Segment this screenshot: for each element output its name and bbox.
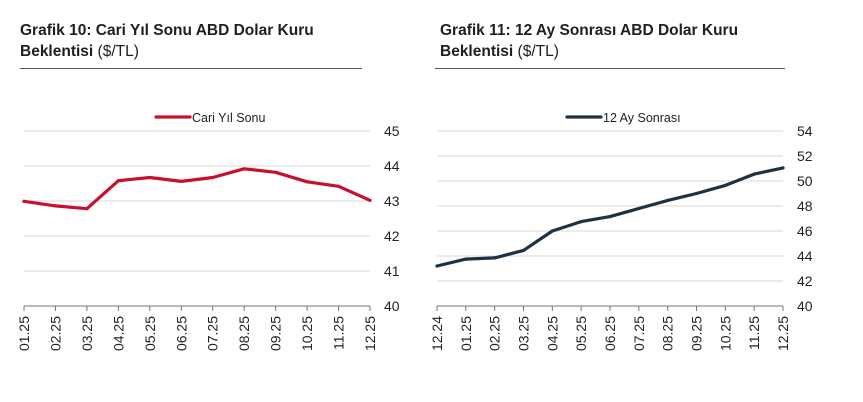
y-tick-label: 44 <box>797 248 813 264</box>
chart-title-1-unit: ($/TL) <box>93 43 139 60</box>
x-tick-label: 07.25 <box>631 316 647 351</box>
x-tick-label: 08.25 <box>660 316 676 351</box>
y-tick-label: 52 <box>797 148 813 164</box>
data-point <box>336 184 341 188</box>
x-tick-label: 05.25 <box>573 316 589 351</box>
x-tick-label: 06.25 <box>602 316 618 351</box>
x-tick-label: 02.25 <box>487 316 503 351</box>
data-point <box>368 198 372 202</box>
data-point <box>694 191 699 196</box>
x-tick-label: 12.25 <box>775 316 791 351</box>
chart-title-1: Grafik 10: Cari Yıl Sonu ABD Dolar Kuru … <box>20 20 314 62</box>
data-point <box>723 183 727 187</box>
y-tick-label: 50 <box>797 173 813 189</box>
chart-title-2-line1: Grafik 11: 12 Ay Sonrası ABD Dolar Kuru <box>440 22 739 39</box>
x-tick-label: 12.25 <box>362 316 378 351</box>
x-tick-label: 03.25 <box>516 316 532 351</box>
x-tick-label: 05.25 <box>142 316 158 351</box>
x-tick-label: 11.25 <box>746 316 762 350</box>
data-point <box>22 199 26 203</box>
y-tick-label: 46 <box>797 223 813 239</box>
x-tick-label: 03.25 <box>79 316 95 351</box>
x-tick-label: 01.25 <box>16 316 32 351</box>
y-tick-label: 42 <box>384 228 400 244</box>
chart-title-2-unit: ($/TL) <box>513 43 559 60</box>
legend-label: Cari Yıl Sonu <box>192 111 265 125</box>
chart-title-1-beklentisi: Beklentisi <box>20 43 94 60</box>
x-tick-label: 10.25 <box>717 316 733 351</box>
y-tick-label: 54 <box>797 123 813 139</box>
chart-title-2: Grafik 11: 12 Ay Sonrası ABD Dolar Kuru … <box>440 20 738 62</box>
y-tick-label: 40 <box>797 298 813 314</box>
series-line-1 <box>22 167 372 211</box>
data-point <box>550 229 554 233</box>
data-point <box>608 215 612 219</box>
x-tick-label: 10.25 <box>299 316 315 351</box>
y-tick-label: 48 <box>797 198 813 214</box>
data-point <box>781 166 785 170</box>
x-tick-label: 01.25 <box>458 316 474 351</box>
x-tick-label: 06.25 <box>173 316 189 351</box>
data-point <box>85 207 89 211</box>
chart-title-1-line2: Beklentisi ($/TL) <box>20 41 314 62</box>
y-tick-label: 42 <box>797 273 813 289</box>
y-tick-label: 45 <box>384 123 400 139</box>
x-tick-label: 12.24 <box>429 316 445 351</box>
y-tick-label: 43 <box>384 193 400 209</box>
data-point <box>53 204 58 208</box>
data-point <box>211 175 215 180</box>
x-tick-label: 09.25 <box>689 316 705 351</box>
chart-title-1-line1: Grafik 10: Cari Yıl Sonu ABD Dolar Kuru <box>20 22 314 39</box>
x-tick-label: 02.25 <box>47 316 63 351</box>
y-tick-label: 40 <box>384 298 400 314</box>
chart-title-2-line2: Beklentisi ($/TL) <box>440 41 738 62</box>
data-point <box>752 172 756 176</box>
title-rule-2 <box>435 68 785 69</box>
data-point <box>666 198 670 202</box>
data-point <box>521 248 526 252</box>
data-point <box>305 180 309 184</box>
legend-label: 12 Ay Sonrası <box>603 111 681 125</box>
data-point <box>464 257 468 261</box>
data-point <box>435 264 439 268</box>
data-point <box>493 256 497 260</box>
data-point <box>179 179 183 183</box>
title-rule-1 <box>20 68 362 69</box>
x-tick-label: 07.25 <box>205 316 221 351</box>
y-tick-label: 41 <box>384 263 400 279</box>
data-point <box>274 170 278 174</box>
x-tick-label: 09.25 <box>268 316 284 351</box>
data-point <box>579 220 583 224</box>
x-tick-label: 04.25 <box>544 316 560 351</box>
x-tick-label: 11.25 <box>331 316 347 350</box>
data-point <box>637 206 641 211</box>
y-tick-label: 44 <box>384 158 400 174</box>
chart-title-2-beklentisi: Beklentisi <box>440 43 514 60</box>
x-tick-label: 04.25 <box>110 316 126 351</box>
data-point <box>242 167 246 171</box>
data-point <box>116 179 120 183</box>
x-tick-label: 08.25 <box>236 316 252 351</box>
data-point <box>148 175 152 180</box>
